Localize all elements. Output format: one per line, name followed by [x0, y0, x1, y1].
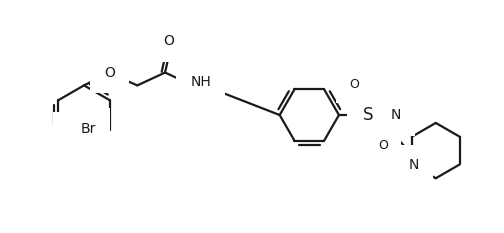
Text: O: O [104, 65, 115, 79]
Text: N: N [391, 108, 402, 122]
Text: N: N [409, 158, 419, 172]
Text: Cl: Cl [68, 126, 81, 140]
Text: NH: NH [190, 75, 211, 89]
Text: O: O [164, 34, 174, 48]
Text: O: O [379, 139, 389, 152]
Text: O: O [349, 78, 359, 91]
Text: S: S [363, 106, 374, 124]
Text: Br: Br [80, 122, 96, 136]
